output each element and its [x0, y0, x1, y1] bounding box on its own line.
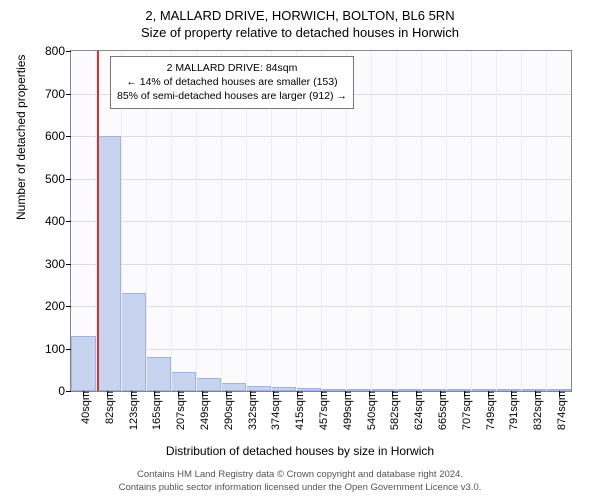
- x-tick: [559, 391, 560, 396]
- y-tick: [66, 264, 71, 265]
- x-tick: [416, 391, 417, 396]
- x-tick-label: 123sqm: [122, 391, 140, 430]
- x-tick: [440, 391, 441, 396]
- x-tick: [131, 391, 132, 396]
- y-tick-label: 500: [25, 172, 71, 186]
- x-tick-label: 332sqm: [241, 391, 259, 430]
- x-axis-title: Distribution of detached houses by size …: [0, 444, 600, 458]
- histogram-bar: [71, 336, 96, 391]
- info-line-1: 2 MALLARD DRIVE: 84sqm: [117, 61, 347, 75]
- y-tick-label: 700: [25, 87, 71, 101]
- x-tick-label: 624sqm: [407, 391, 425, 430]
- histogram-bar: [146, 357, 171, 391]
- x-tick: [535, 391, 536, 396]
- x-tick: [488, 391, 489, 396]
- x-tick: [321, 391, 322, 396]
- info-box: 2 MALLARD DRIVE: 84sqm ← 14% of detached…: [110, 56, 354, 109]
- y-tick: [66, 221, 71, 222]
- x-tick: [511, 391, 512, 396]
- x-tick-label: 707sqm: [455, 391, 473, 430]
- histogram-bar: [96, 136, 121, 391]
- gridline: [396, 51, 397, 391]
- x-tick: [345, 391, 346, 396]
- x-tick: [107, 391, 108, 396]
- y-tick: [66, 179, 71, 180]
- x-tick: [464, 391, 465, 396]
- x-tick-label: 832sqm: [526, 391, 544, 430]
- x-tick: [202, 391, 203, 396]
- x-tick-label: 290sqm: [217, 391, 235, 430]
- y-tick-label: 400: [25, 214, 71, 228]
- histogram-bar: [121, 293, 146, 391]
- page-title-line2: Size of property relative to detached ho…: [0, 23, 600, 40]
- x-tick-label: 540sqm: [360, 391, 378, 430]
- y-tick: [66, 136, 71, 137]
- x-tick: [273, 391, 274, 396]
- y-tick-label: 200: [25, 299, 71, 313]
- x-tick: [83, 391, 84, 396]
- gridline: [421, 51, 422, 391]
- gridline: [446, 51, 447, 391]
- x-tick: [154, 391, 155, 396]
- info-line-2: ← 14% of detached houses are smaller (15…: [117, 75, 347, 89]
- x-tick: [392, 391, 393, 396]
- page-title-line1: 2, MALLARD DRIVE, HORWICH, BOLTON, BL6 5…: [0, 0, 600, 23]
- histogram-bar: [221, 383, 246, 391]
- x-tick-label: 457sqm: [312, 391, 330, 430]
- footer-line-2: Contains public sector information licen…: [0, 482, 600, 494]
- gridline: [496, 51, 497, 391]
- histogram-bar: [196, 378, 221, 391]
- highlight-line: [97, 51, 99, 391]
- x-tick: [369, 391, 370, 396]
- y-tick: [66, 306, 71, 307]
- y-tick-label: 100: [25, 342, 71, 356]
- histogram-chart: 010020030040050060070080040sqm82sqm123sq…: [70, 50, 570, 390]
- footer-line-1: Contains HM Land Registry data © Crown c…: [0, 469, 600, 481]
- x-tick-label: 749sqm: [479, 391, 497, 430]
- gridline: [521, 51, 522, 391]
- x-tick-label: 374sqm: [264, 391, 282, 430]
- x-tick: [297, 391, 298, 396]
- gridline: [546, 51, 547, 391]
- x-tick: [226, 391, 227, 396]
- y-tick: [66, 94, 71, 95]
- x-tick: [250, 391, 251, 396]
- x-tick-label: 249sqm: [193, 391, 211, 430]
- y-tick-label: 300: [25, 257, 71, 271]
- y-tick-label: 0: [25, 384, 71, 398]
- gridline: [471, 51, 472, 391]
- x-tick: [178, 391, 179, 396]
- x-tick-label: 665sqm: [431, 391, 449, 430]
- x-tick-label: 165sqm: [145, 391, 163, 430]
- y-tick-label: 800: [25, 44, 71, 58]
- footer: Contains HM Land Registry data © Crown c…: [0, 469, 600, 494]
- histogram-bar: [171, 372, 196, 391]
- gridline: [371, 51, 372, 391]
- x-tick-label: 499sqm: [336, 391, 354, 430]
- info-line-3: 85% of semi-detached houses are larger (…: [117, 89, 347, 103]
- x-tick-label: 874sqm: [550, 391, 568, 430]
- y-tick: [66, 391, 71, 392]
- y-tick-label: 600: [25, 129, 71, 143]
- x-tick-label: 207sqm: [169, 391, 187, 430]
- x-tick-label: 582sqm: [383, 391, 401, 430]
- x-tick-label: 415sqm: [288, 391, 306, 430]
- y-tick: [66, 51, 71, 52]
- x-tick-label: 791sqm: [502, 391, 520, 430]
